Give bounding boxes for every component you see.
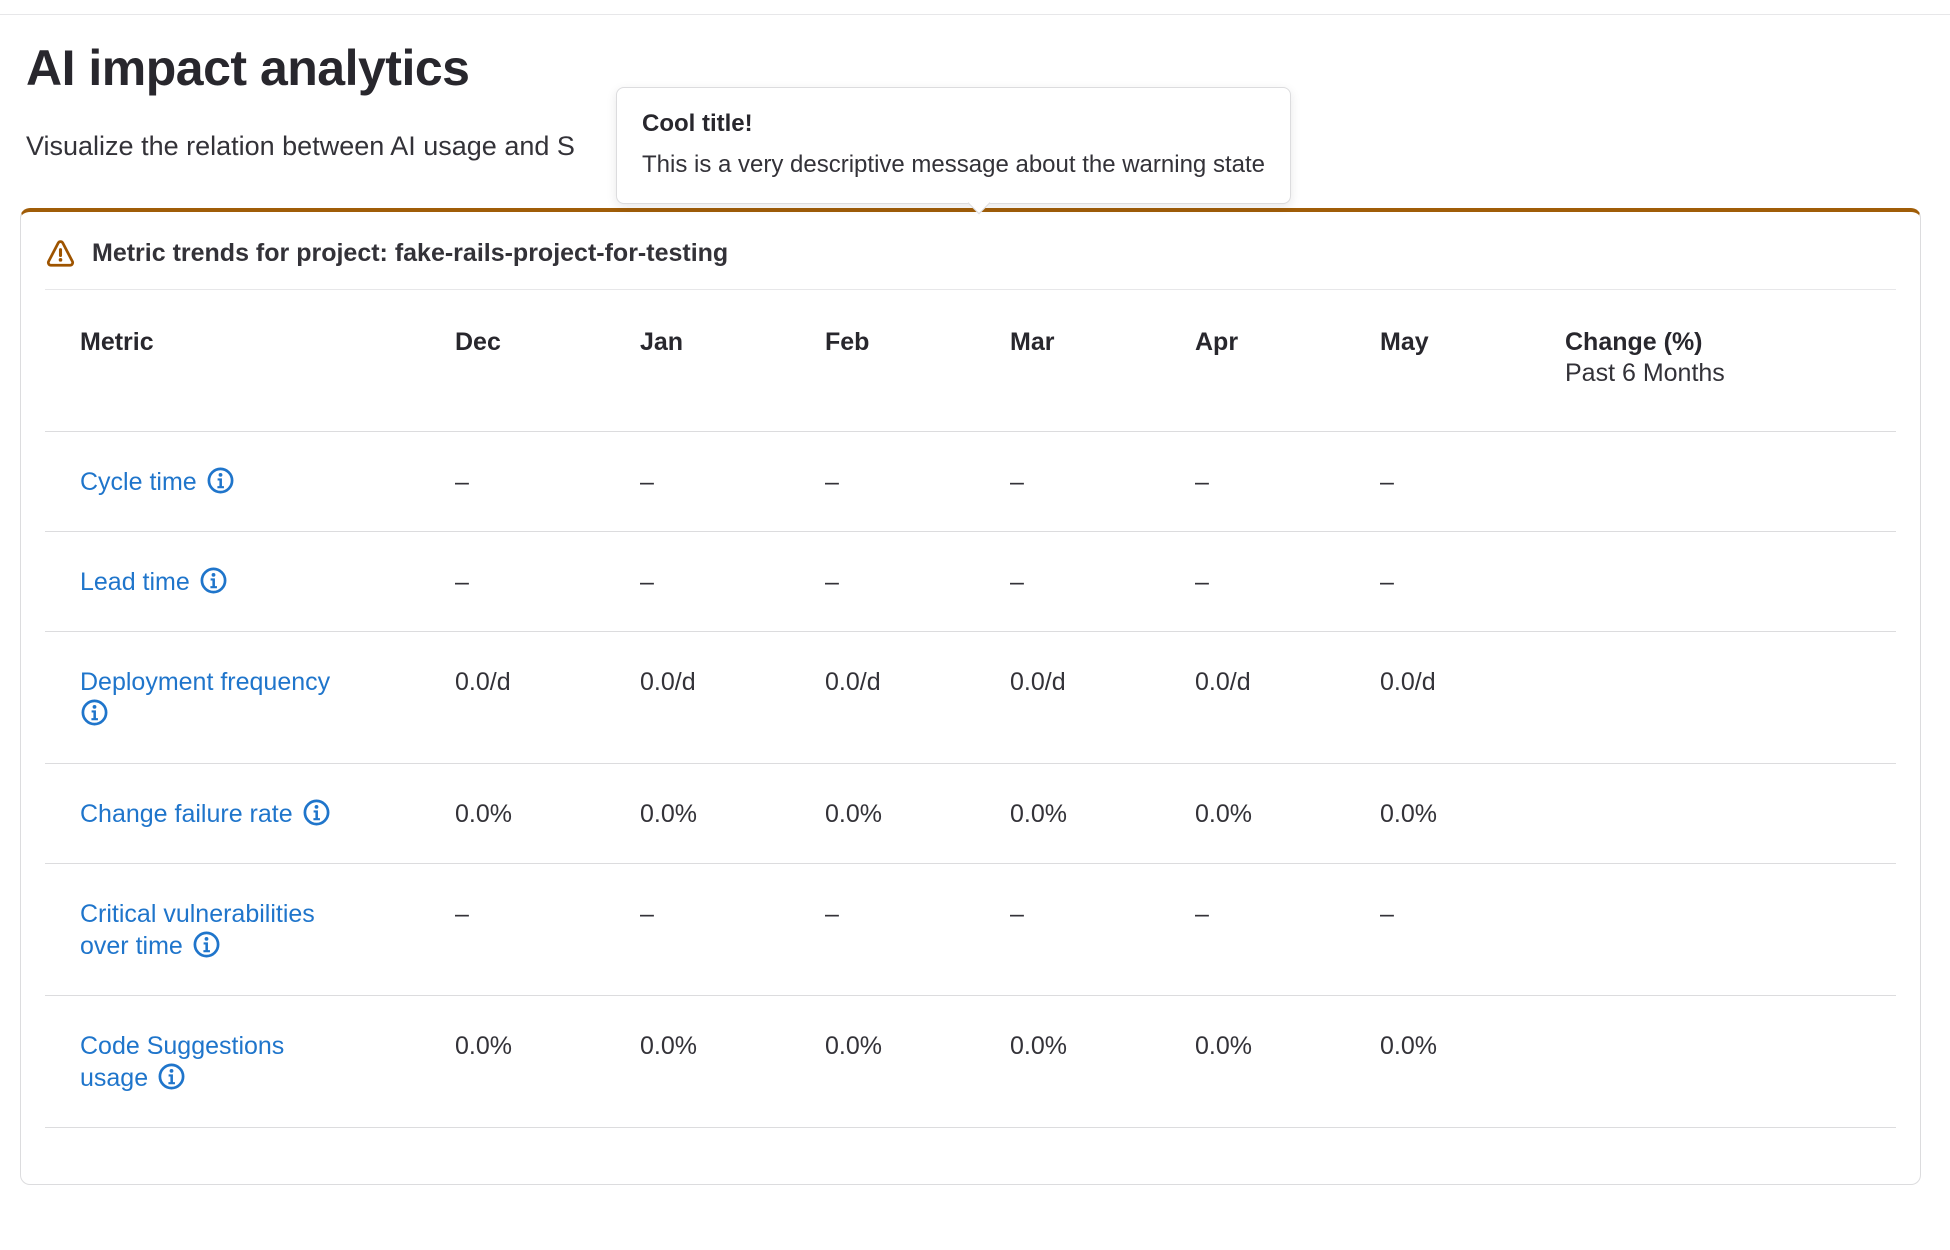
value-cell: – <box>1345 531 1530 632</box>
value-cell: – <box>1160 863 1345 996</box>
change-cell <box>1530 863 1896 996</box>
metric-trends-panel: Metric trends for project: fake-rails-pr… <box>20 208 1921 1185</box>
table-row: Lead time – – – – – – <box>45 531 1896 632</box>
value-cell: – <box>605 531 790 632</box>
information-icon[interactable] <box>192 930 221 959</box>
metric-cell: Change failure rate <box>45 763 420 864</box>
column-header-dec: Dec <box>420 289 605 432</box>
table-header-row: Metric Dec Jan Feb Mar Apr May Change (%… <box>45 289 1896 432</box>
table-row: Change failure rate 0.0% 0.0% 0.0% 0.0% … <box>45 763 1896 864</box>
popover-message: This is a very descriptive message about… <box>642 151 1265 178</box>
value-cell: 0.0/d <box>420 631 605 764</box>
warning-popover: Cool title! This is a very descriptive m… <box>616 87 1291 204</box>
table-row: Cycle time – – – – – – <box>45 431 1896 532</box>
value-cell: 0.0/d <box>605 631 790 764</box>
value-cell: 0.0/d <box>1160 631 1345 764</box>
metric-link-code-suggestions-usage[interactable]: Code Suggestions usage <box>80 1032 285 1092</box>
value-cell: 0.0% <box>605 995 790 1128</box>
metric-cell: Code Suggestions usage <box>45 995 420 1128</box>
warning-triangle-icon <box>47 240 74 267</box>
value-cell: 0.0% <box>420 995 605 1128</box>
value-cell: 0.0% <box>975 995 1160 1128</box>
information-icon[interactable] <box>302 798 331 827</box>
panel-bottom-padding <box>21 1128 1920 1184</box>
metric-link-cycle-time[interactable]: Cycle time <box>80 466 235 496</box>
value-cell: 0.0% <box>1345 763 1530 864</box>
metric-cell: Cycle time <box>45 431 420 532</box>
information-icon[interactable] <box>157 1062 186 1091</box>
panel-header: Metric trends for project: fake-rails-pr… <box>21 212 1920 289</box>
column-header-apr: Apr <box>1160 289 1345 432</box>
change-cell <box>1530 431 1896 532</box>
value-cell: 0.0/d <box>975 631 1160 764</box>
information-icon[interactable] <box>80 698 109 727</box>
value-cell: 0.0% <box>1345 995 1530 1128</box>
change-cell <box>1530 763 1896 864</box>
value-cell: – <box>1160 431 1345 532</box>
value-cell: – <box>975 863 1160 996</box>
column-header-feb: Feb <box>790 289 975 432</box>
value-cell: – <box>1160 531 1345 632</box>
value-cell: – <box>420 531 605 632</box>
page-subtitle: Visualize the relation between AI usage … <box>26 131 575 161</box>
value-cell: 0.0/d <box>790 631 975 764</box>
metric-trends-table: Metric Dec Jan Feb Mar Apr May Change (%… <box>45 289 1896 1128</box>
popover-title: Cool title! <box>642 110 753 137</box>
metric-link-critical-vulnerabilities[interactable]: Critical vulnerabilities over time <box>80 900 315 960</box>
value-cell: – <box>605 431 790 532</box>
column-header-mar: Mar <box>975 289 1160 432</box>
column-header-may: May <box>1345 289 1530 432</box>
value-cell: 0.0/d <box>1345 631 1530 764</box>
metric-link-deployment-frequency[interactable]: Deployment frequency <box>80 668 330 728</box>
value-cell: 0.0% <box>605 763 790 864</box>
change-cell <box>1530 531 1896 632</box>
table-row: Code Suggestions usage 0.0% 0.0% 0.0% 0.… <box>45 995 1896 1128</box>
information-icon[interactable] <box>206 466 235 495</box>
value-cell: – <box>790 863 975 996</box>
value-cell: – <box>790 531 975 632</box>
change-cell <box>1530 995 1896 1128</box>
value-cell: 0.0% <box>975 763 1160 864</box>
table-row: Deployment frequency 0.0/d 0.0/d 0.0/d 0… <box>45 631 1896 764</box>
value-cell: – <box>605 863 790 996</box>
table-row: Critical vulnerabilities over time – – –… <box>45 863 1896 996</box>
column-header-metric: Metric <box>45 289 420 432</box>
panel-header-text: Metric trends for project: fake-rails-pr… <box>92 239 729 267</box>
metric-cell: Lead time <box>45 531 420 632</box>
metric-cell: Critical vulnerabilities over time <box>45 863 420 996</box>
value-cell: – <box>1345 431 1530 532</box>
change-sublabel: Past 6 Months <box>1565 359 1725 387</box>
value-cell: 0.0% <box>790 995 975 1128</box>
value-cell: 0.0% <box>1160 995 1345 1128</box>
change-label: Change (%) <box>1565 328 1703 356</box>
value-cell: 0.0% <box>1160 763 1345 864</box>
value-cell: – <box>975 531 1160 632</box>
value-cell: – <box>420 863 605 996</box>
value-cell: – <box>1345 863 1530 996</box>
change-cell <box>1530 631 1896 764</box>
metric-cell: Deployment frequency <box>45 631 420 764</box>
value-cell: 0.0% <box>790 763 975 864</box>
value-cell: – <box>420 431 605 532</box>
metric-link-change-failure-rate[interactable]: Change failure rate <box>80 798 331 828</box>
metric-link-lead-time[interactable]: Lead time <box>80 566 228 596</box>
value-cell: – <box>975 431 1160 532</box>
top-navbar-edge <box>0 0 1950 15</box>
value-cell: 0.0% <box>420 763 605 864</box>
information-icon[interactable] <box>199 566 228 595</box>
page-title: AI impact analytics <box>26 40 470 96</box>
value-cell: – <box>790 431 975 532</box>
column-header-change: Change (%) Past 6 Months <box>1530 289 1896 432</box>
column-header-jan: Jan <box>605 289 790 432</box>
